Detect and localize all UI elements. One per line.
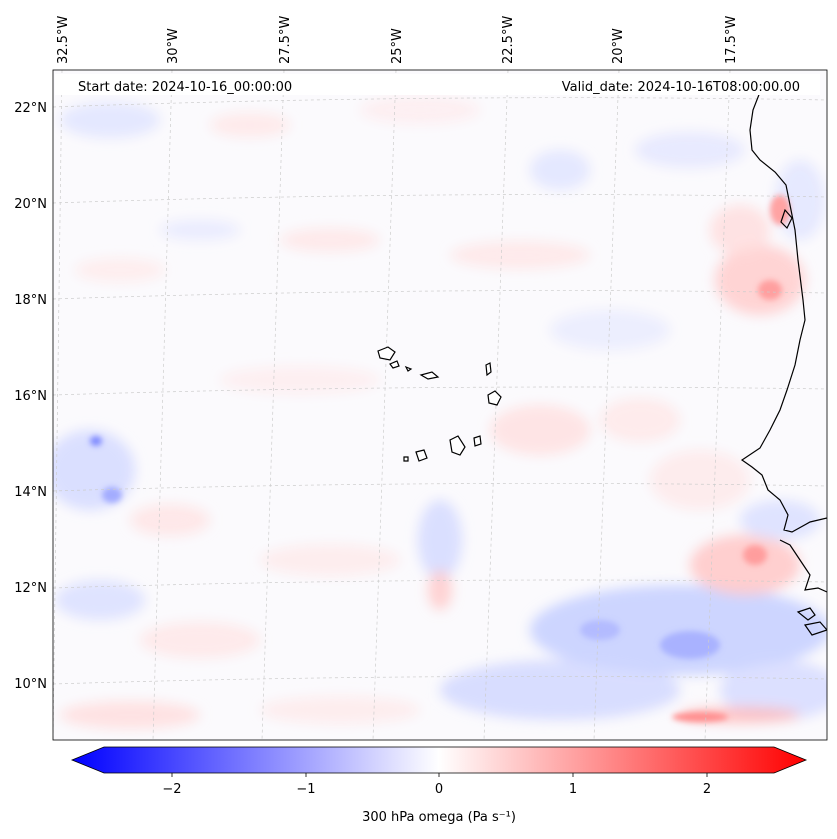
- start-date: Start date: 2024-10-16_00:00:00: [78, 80, 292, 95]
- valid-date: Valid_date: 2024-10-16T08:00:00.00: [562, 80, 800, 95]
- lon-label: 22.5°W: [501, 16, 516, 64]
- lat-label: 18°N: [14, 293, 47, 308]
- longitude-labels: 32.5°W 30°W 27.5°W 25°W 22.5°W 20°W 17.5…: [56, 16, 739, 64]
- gridlines: [53, 70, 827, 740]
- colorbar-tick: −2: [162, 782, 181, 797]
- colorbar-tick: 1: [569, 782, 577, 797]
- map-plot-area: Start date: 2024-10-16_00:00:00 Valid_da…: [52, 69, 828, 741]
- colorbar-tick: 2: [703, 782, 711, 797]
- colorbar-tick: −1: [296, 782, 315, 797]
- cape-verde-islands: [377, 346, 502, 462]
- lon-label: 25°W: [390, 28, 405, 64]
- colorbar-tick: 0: [435, 782, 443, 797]
- lat-label: 10°N: [14, 677, 47, 692]
- lon-label: 20°W: [611, 28, 626, 64]
- coastline: [740, 77, 827, 636]
- lat-label: 20°N: [14, 197, 47, 212]
- lat-label: 22°N: [14, 101, 47, 116]
- omega-field: [53, 96, 827, 729]
- colorbar-label: 300 hPa omega (Pa s⁻¹): [362, 810, 516, 825]
- lon-label: 17.5°W: [724, 16, 739, 64]
- colorbar: −2 −1 0 1 2 300 hPa omega (Pa s⁻¹): [70, 746, 808, 825]
- lon-label: 32.5°W: [56, 16, 71, 64]
- lon-label: 30°W: [166, 28, 181, 64]
- colorbar-gradient: [70, 746, 808, 774]
- map-frame: [52, 69, 828, 741]
- lat-label: 12°N: [14, 581, 47, 596]
- lat-label: 16°N: [14, 389, 47, 404]
- lon-label: 27.5°W: [278, 16, 293, 64]
- latitude-labels: 22°N 20°N 18°N 16°N 14°N 12°N 10°N: [14, 101, 47, 692]
- lat-label: 14°N: [14, 485, 47, 500]
- header-band: [55, 74, 820, 95]
